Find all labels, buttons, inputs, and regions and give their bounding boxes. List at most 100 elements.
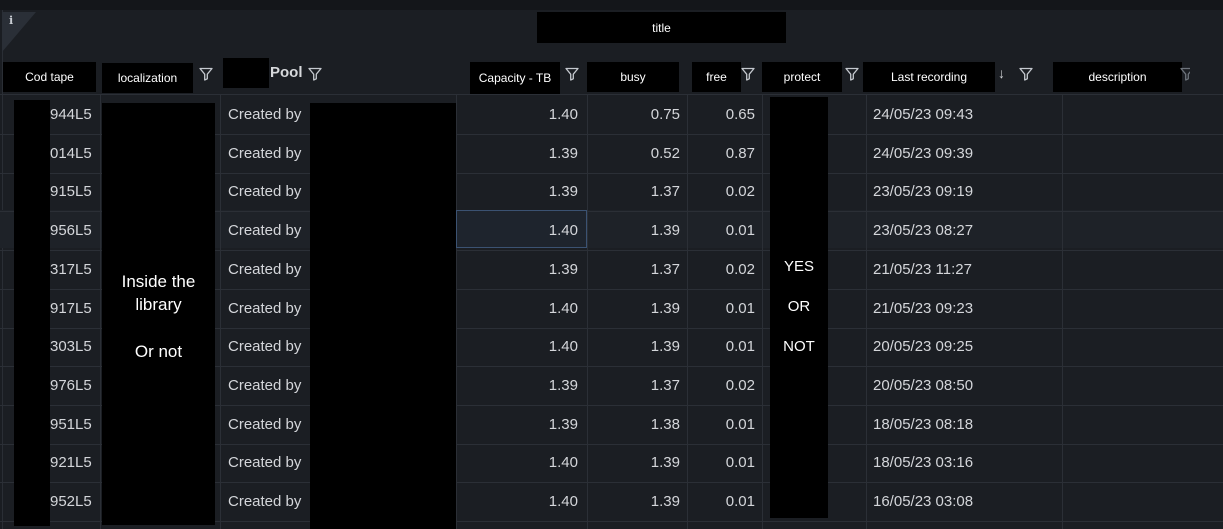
localization-note-spacer <box>102 316 215 340</box>
cell-capacity[interactable]: 1.39 <box>548 376 578 394</box>
cell-busy[interactable]: 0.75 <box>650 105 680 123</box>
col-header-busy[interactable]: busy <box>587 62 679 92</box>
selected-cell[interactable] <box>456 210 587 248</box>
cell-capacity[interactable]: 1.40 <box>548 105 578 123</box>
cell-free[interactable]: 0.01 <box>725 415 755 433</box>
col-header-localization[interactable]: localization <box>102 63 193 93</box>
cell-busy[interactable]: 1.39 <box>650 492 680 510</box>
col-header-protect[interactable]: protect <box>762 62 842 92</box>
cell-busy[interactable]: 1.37 <box>650 260 680 278</box>
col-header-last-recording[interactable]: Last recording <box>863 62 995 92</box>
cell-free[interactable]: 0.87 <box>725 144 755 162</box>
cell-busy[interactable]: 1.39 <box>650 453 680 471</box>
row-separator <box>0 482 1223 483</box>
cell-busy[interactable]: 1.37 <box>650 182 680 200</box>
cell-last-recording[interactable]: 18/05/23 03:16 <box>873 453 974 471</box>
cell-free[interactable]: 0.02 <box>725 260 755 278</box>
filter-icon-protect[interactable] <box>845 67 859 81</box>
row-separator <box>0 405 1223 406</box>
cell-cod-tape[interactable]: 917L5 <box>50 299 92 317</box>
cell-pool[interactable]: Created by <box>228 105 302 123</box>
cell-pool[interactable]: Created by <box>228 299 302 317</box>
cell-cod-tape[interactable]: 944L5 <box>50 105 92 123</box>
cell-capacity[interactable]: 1.40 <box>548 299 578 317</box>
cell-pool[interactable]: Created by <box>228 492 302 510</box>
filter-icon-last-recording[interactable] <box>1019 67 1033 81</box>
row-separator <box>0 134 1223 135</box>
cell-capacity[interactable]: 1.39 <box>548 182 578 200</box>
cell-cod-tape[interactable]: 317L5 <box>50 260 92 278</box>
cell-capacity[interactable]: 1.40 <box>548 492 578 510</box>
localization-note: Inside the library Or not <box>102 270 215 363</box>
col-header-capacity[interactable]: Capacity - TB <box>470 62 560 94</box>
cell-pool[interactable]: Created by <box>228 144 302 162</box>
cell-busy[interactable]: 0.52 <box>650 144 680 162</box>
cell-busy[interactable]: 1.39 <box>650 221 680 239</box>
filter-icon-pool[interactable] <box>308 67 322 81</box>
localization-note-line: library <box>135 295 182 314</box>
filter-icon-capacity[interactable] <box>565 67 579 81</box>
cell-last-recording[interactable]: 23/05/23 08:27 <box>873 221 974 239</box>
cell-free[interactable]: 0.01 <box>725 221 755 239</box>
cell-capacity[interactable]: 1.40 <box>548 337 578 355</box>
cell-cod-tape[interactable]: 303L5 <box>50 337 92 355</box>
col-divider <box>456 94 457 529</box>
sort-desc-icon[interactable]: ↓ <box>998 65 1005 81</box>
cell-cod-tape[interactable]: 014L5 <box>50 144 92 162</box>
cell-last-recording[interactable]: 24/05/23 09:39 <box>873 144 974 162</box>
row-separator <box>0 173 1223 174</box>
localization-note-line: Or not <box>134 342 183 361</box>
cell-busy[interactable]: 1.37 <box>650 376 680 394</box>
cell-cod-tape[interactable]: 976L5 <box>50 376 92 394</box>
cell-cod-tape[interactable]: 915L5 <box>50 182 92 200</box>
col-divider <box>1062 94 1063 529</box>
cell-free[interactable]: 0.02 <box>725 376 755 394</box>
cell-pool[interactable]: Created by <box>228 221 302 239</box>
cell-last-recording[interactable]: 20/05/23 09:25 <box>873 337 974 355</box>
cell-last-recording[interactable]: 23/05/23 09:19 <box>873 182 974 200</box>
cell-last-recording[interactable]: 20/05/23 08:50 <box>873 376 974 394</box>
cell-pool[interactable]: Created by <box>228 415 302 433</box>
cell-free[interactable]: 0.01 <box>725 492 755 510</box>
cell-cod-tape[interactable]: 951L5 <box>50 415 92 433</box>
cell-capacity[interactable]: 1.39 <box>548 260 578 278</box>
cell-last-recording[interactable]: 24/05/23 09:43 <box>873 105 974 123</box>
cell-free[interactable]: 0.02 <box>725 182 755 200</box>
filter-icon-localization[interactable] <box>199 67 213 81</box>
cell-capacity[interactable]: 1.39 <box>548 415 578 433</box>
cell-cod-tape[interactable]: 952L5 <box>50 492 92 510</box>
cell-cod-tape[interactable]: 921L5 <box>50 453 92 471</box>
col-header-pool[interactable]: Pool <box>270 64 303 81</box>
cell-busy[interactable]: 1.38 <box>650 415 680 433</box>
col-divider <box>866 94 867 529</box>
col-header-free[interactable]: free <box>692 62 741 92</box>
cell-capacity[interactable]: 1.40 <box>548 221 578 239</box>
cell-capacity[interactable]: 1.40 <box>548 453 578 471</box>
filter-icon-description[interactable] <box>1180 67 1190 81</box>
cell-free[interactable]: 0.01 <box>725 453 755 471</box>
cell-last-recording[interactable]: 16/05/23 03:08 <box>873 492 974 510</box>
cell-busy[interactable]: 1.39 <box>650 337 680 355</box>
col-divider <box>687 94 688 529</box>
grid-title: title <box>537 12 786 43</box>
cell-free[interactable]: 0.01 <box>725 337 755 355</box>
cell-pool[interactable]: Created by <box>228 337 302 355</box>
pool-name-redaction <box>310 103 456 529</box>
col-header-cod-tape[interactable]: Cod tape <box>3 62 96 92</box>
cell-last-recording[interactable]: 21/05/23 09:23 <box>873 299 974 317</box>
localization-note-line: Inside the <box>121 272 196 291</box>
col-header-description[interactable]: description <box>1053 62 1182 92</box>
cell-last-recording[interactable]: 21/05/23 11:27 <box>873 260 972 278</box>
cell-pool[interactable]: Created by <box>228 182 302 200</box>
row-separator <box>0 444 1223 445</box>
cell-capacity[interactable]: 1.39 <box>548 144 578 162</box>
cell-pool[interactable]: Created by <box>228 260 302 278</box>
cell-pool[interactable]: Created by <box>228 453 302 471</box>
cell-cod-tape[interactable]: 956L5 <box>50 221 92 239</box>
cell-free[interactable]: 0.65 <box>725 105 755 123</box>
filter-icon-free[interactable] <box>741 67 755 81</box>
cell-busy[interactable]: 1.39 <box>650 299 680 317</box>
cell-free[interactable]: 0.01 <box>725 299 755 317</box>
cell-pool[interactable]: Created by <box>228 376 302 394</box>
cell-last-recording[interactable]: 18/05/23 08:18 <box>873 415 974 433</box>
